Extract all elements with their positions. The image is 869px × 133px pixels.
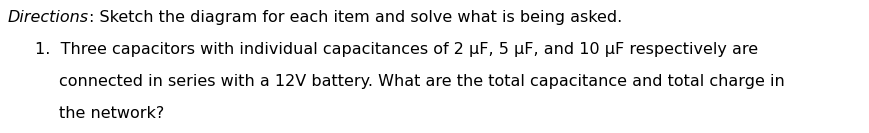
Text: Directions: Directions — [8, 10, 89, 25]
Text: connected in series with a 12V battery. What are the total capacitance and total: connected in series with a 12V battery. … — [59, 74, 784, 89]
Text: 1.  Three capacitors with individual capacitances of 2 µF, 5 µF, and 10 µF respe: 1. Three capacitors with individual capa… — [35, 42, 757, 57]
Text: : Sketch the diagram for each item and solve what is being asked.: : Sketch the diagram for each item and s… — [89, 10, 621, 25]
Text: the network?: the network? — [59, 106, 164, 121]
